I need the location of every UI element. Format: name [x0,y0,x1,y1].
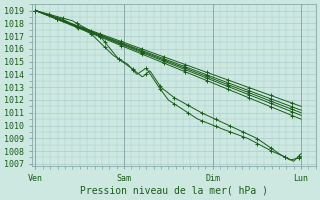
X-axis label: Pression niveau de la mer( hPa ): Pression niveau de la mer( hPa ) [80,186,268,196]
